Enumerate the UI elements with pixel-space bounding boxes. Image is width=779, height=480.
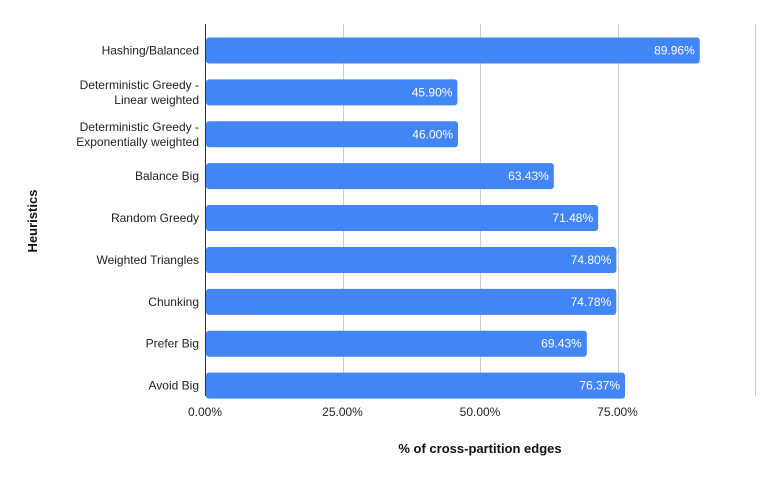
x-axis-title: % of cross-partition edges bbox=[398, 441, 561, 456]
category-label-line: Weighted Triangles bbox=[96, 253, 199, 267]
category-label: Chunking bbox=[148, 295, 199, 309]
bar-value-label: 89.96% bbox=[654, 44, 695, 58]
bar-value-label: 76.37% bbox=[579, 379, 620, 393]
x-tick-labels: 0.00% 25.00% 50.00% 75.00% bbox=[188, 405, 638, 419]
bar bbox=[206, 330, 587, 357]
category-label: Deterministic Greedy -Exponentially weig… bbox=[76, 120, 199, 149]
x-tick-label: 25.00% bbox=[322, 405, 363, 419]
bar-value-label: 74.80% bbox=[571, 253, 612, 267]
bar-value-label: 69.43% bbox=[541, 337, 582, 351]
bar-value-label: 71.48% bbox=[552, 211, 593, 225]
x-tick-label: 75.00% bbox=[597, 405, 638, 419]
x-tick-label: 0.00% bbox=[188, 405, 222, 419]
category-label-line: Chunking bbox=[148, 295, 199, 309]
category-label-line: Deterministic Greedy - bbox=[80, 78, 199, 92]
bar bbox=[206, 121, 458, 148]
bar bbox=[206, 79, 458, 106]
bar-value-label: 45.90% bbox=[412, 85, 453, 99]
category-label: Deterministic Greedy -Linear weighted bbox=[80, 78, 199, 107]
bar-value-label: 74.78% bbox=[571, 295, 612, 309]
category-label-line: Balance Big bbox=[135, 169, 199, 183]
bar bbox=[206, 288, 617, 315]
category-label: Avoid Big bbox=[149, 379, 199, 393]
bar bbox=[206, 37, 700, 64]
bar bbox=[206, 372, 626, 399]
y-axis-title: Heuristics bbox=[25, 190, 40, 253]
category-label: Random Greedy bbox=[111, 211, 199, 225]
category-label-line: Avoid Big bbox=[149, 379, 199, 393]
category-label-line: Prefer Big bbox=[146, 337, 199, 351]
bar bbox=[206, 163, 554, 190]
x-tick-label: 50.00% bbox=[460, 405, 501, 419]
bar bbox=[206, 205, 599, 232]
category-label-line: Hashing/Balanced bbox=[102, 44, 199, 58]
category-label-line: Linear weighted bbox=[114, 93, 199, 107]
bar-value-label: 63.43% bbox=[508, 169, 549, 183]
category-label: Prefer Big bbox=[146, 337, 199, 351]
category-label: Weighted Triangles bbox=[96, 253, 199, 267]
category-label-line: Exponentially weighted bbox=[76, 135, 199, 149]
category-label-line: Deterministic Greedy - bbox=[80, 120, 199, 134]
category-label-line: Random Greedy bbox=[111, 211, 199, 225]
category-label: Balance Big bbox=[135, 169, 199, 183]
bar bbox=[206, 246, 617, 273]
bars: 89.96% 45.90% 46.00% 63.43% 71.48% 74.80% 74.7… bbox=[206, 37, 700, 399]
category-label: Hashing/Balanced bbox=[102, 44, 199, 58]
bar-value-label: 46.00% bbox=[412, 127, 453, 141]
